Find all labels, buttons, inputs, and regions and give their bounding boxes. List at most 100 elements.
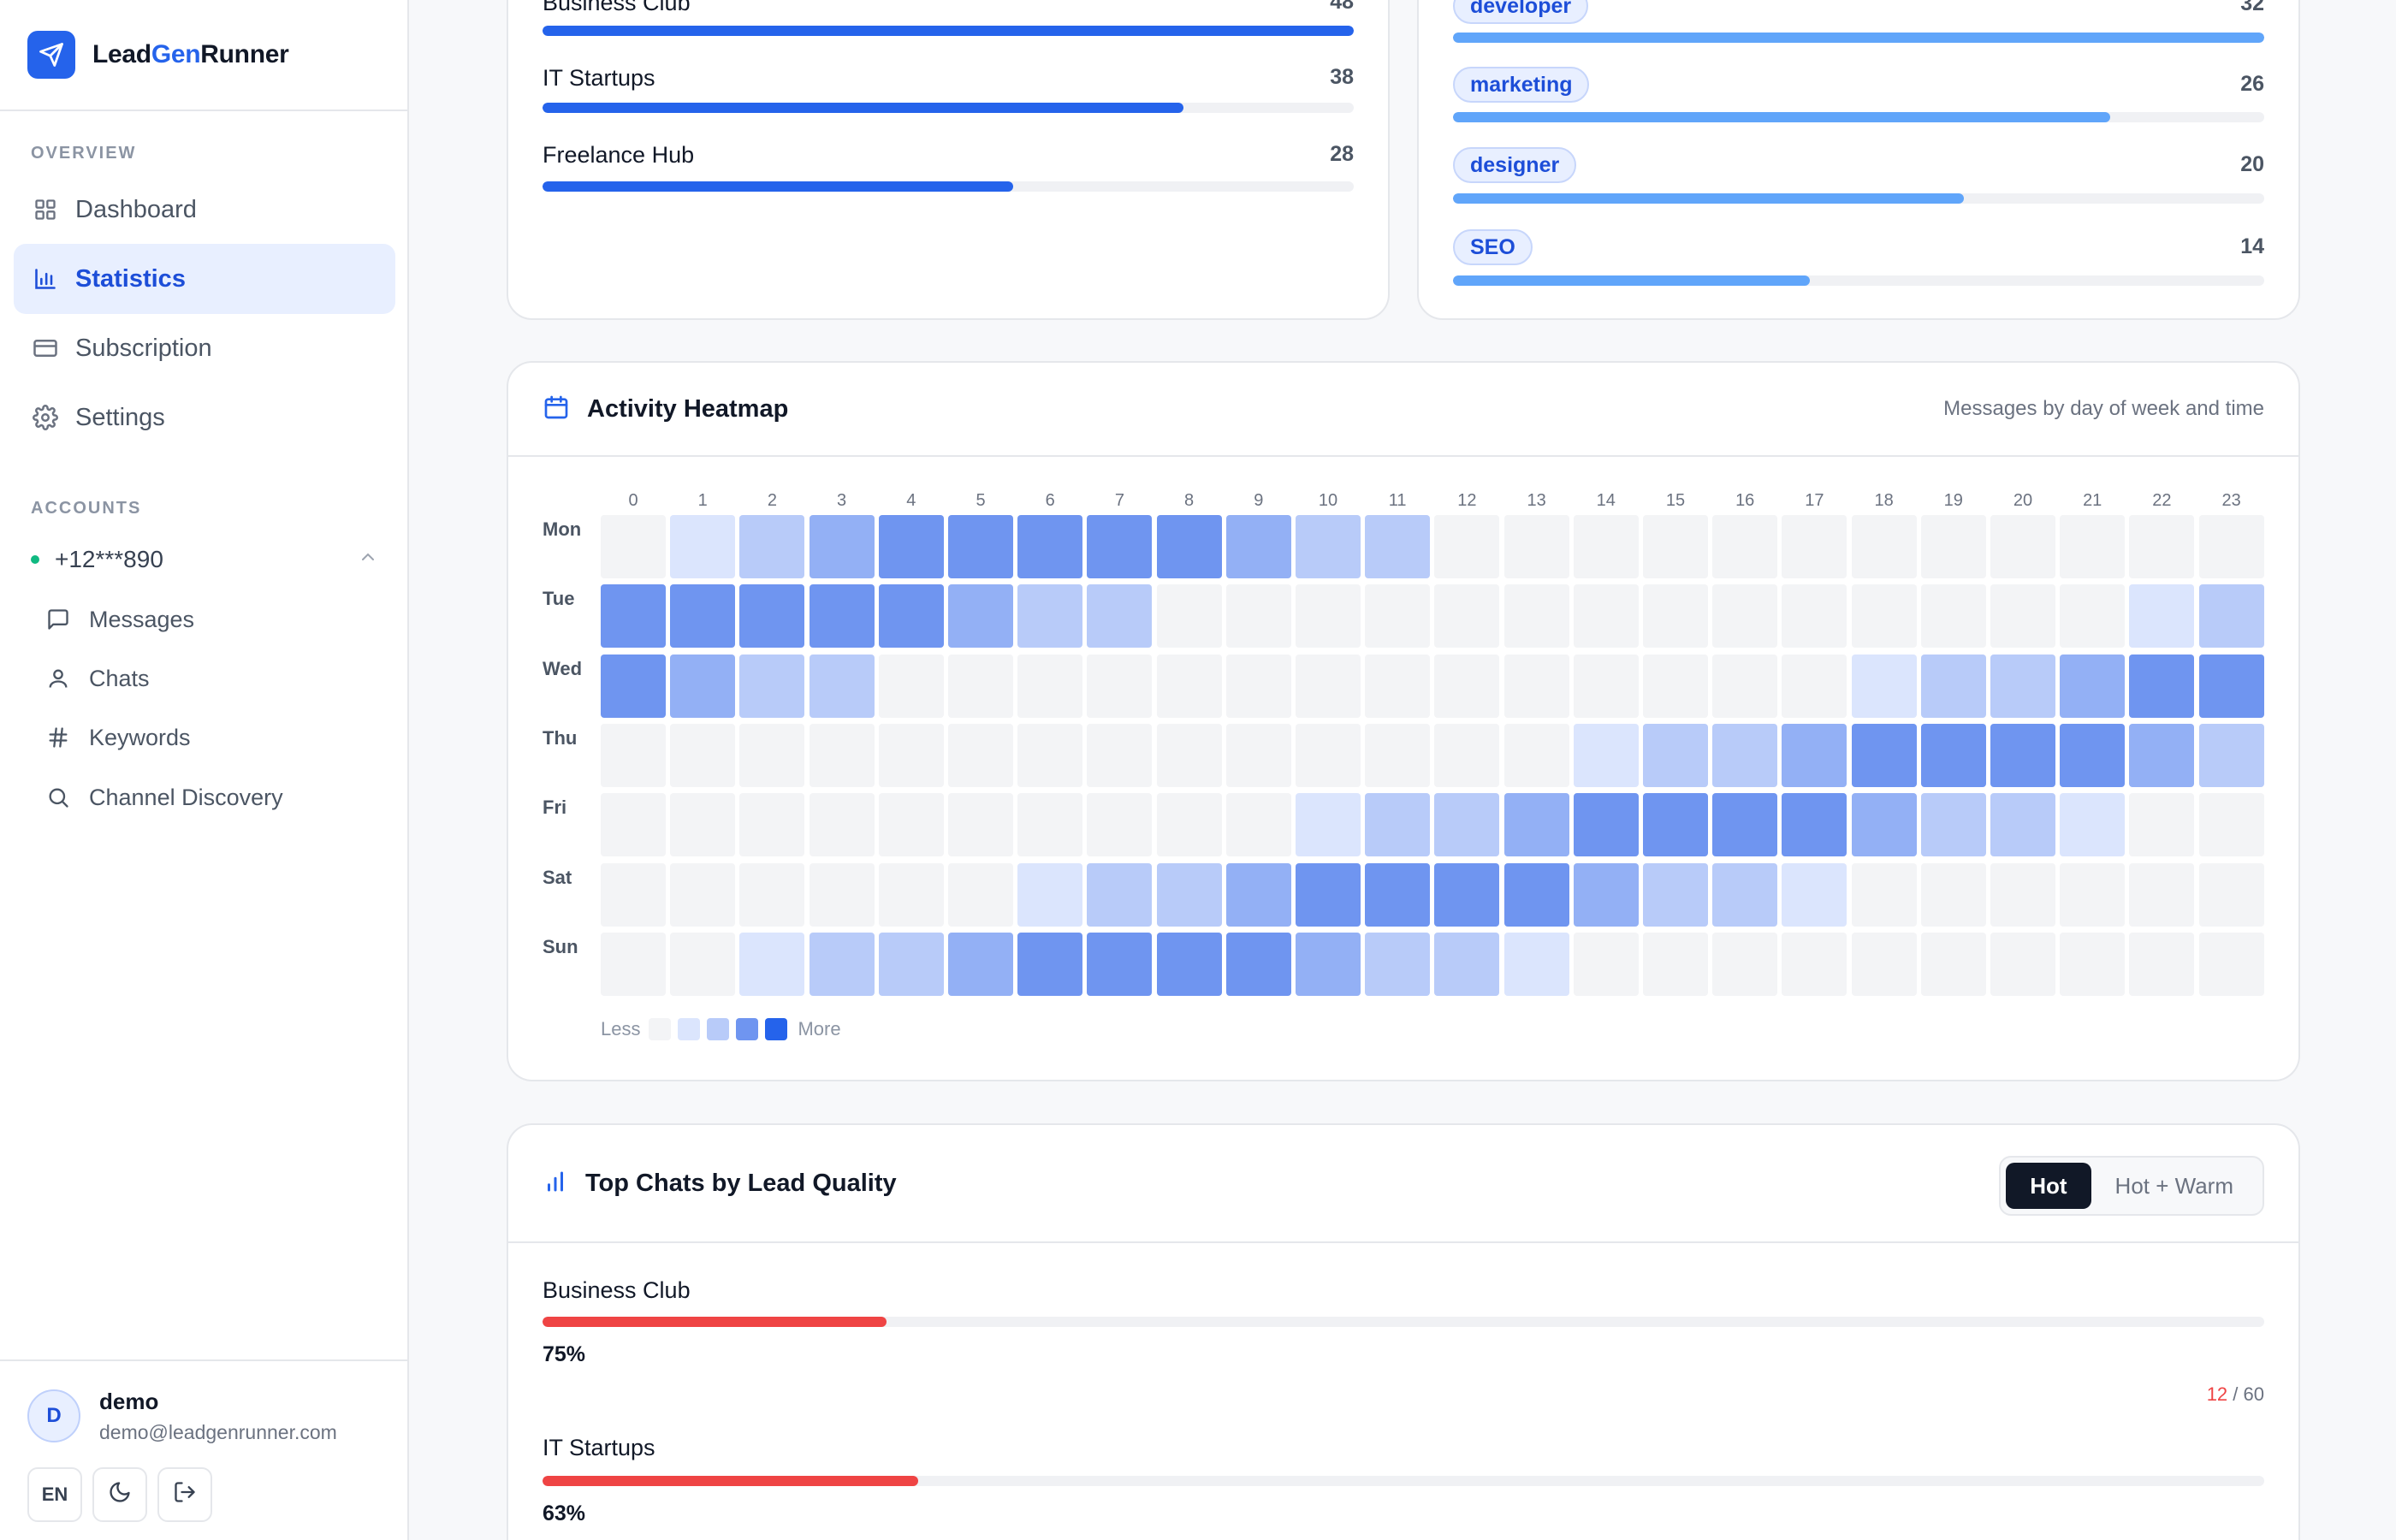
toggle-hot[interactable]: Hot xyxy=(2006,1163,2091,1209)
keyword-chip[interactable]: marketing xyxy=(1453,67,1590,103)
heatmap-cell[interactable] xyxy=(1087,723,1153,787)
heatmap-cell[interactable] xyxy=(1851,723,1917,787)
heatmap-cell[interactable] xyxy=(601,515,666,578)
heatmap-cell[interactable] xyxy=(1296,793,1361,857)
heatmap-cell[interactable] xyxy=(1434,515,1500,578)
heatmap-cell[interactable] xyxy=(1296,862,1361,927)
heatmap-cell[interactable] xyxy=(2060,584,2126,649)
heatmap-cell[interactable] xyxy=(1920,932,1986,996)
heatmap-cell[interactable] xyxy=(601,584,666,649)
heatmap-cell[interactable] xyxy=(1503,723,1569,787)
heatmap-cell[interactable] xyxy=(809,584,875,649)
heatmap-cell[interactable] xyxy=(1712,793,1778,857)
heatmap-cell[interactable] xyxy=(1503,932,1569,996)
sidebar-item-statistics[interactable]: Statistics xyxy=(14,244,395,314)
heatmap-cell[interactable] xyxy=(1573,932,1639,996)
heatmap-cell[interactable] xyxy=(1434,793,1500,857)
heatmap-cell[interactable] xyxy=(1573,584,1639,649)
heatmap-cell[interactable] xyxy=(1225,932,1291,996)
heatmap-cell[interactable] xyxy=(2198,654,2264,718)
heatmap-cell[interactable] xyxy=(739,862,805,927)
heatmap-cell[interactable] xyxy=(878,862,944,927)
heatmap-cell[interactable] xyxy=(1503,793,1569,857)
heatmap-cell[interactable] xyxy=(1851,793,1917,857)
heatmap-cell[interactable] xyxy=(1503,862,1569,927)
heatmap-cell[interactable] xyxy=(1712,932,1778,996)
heatmap-cell[interactable] xyxy=(1990,584,2055,649)
sidebar-item-subscription[interactable]: Subscription xyxy=(14,313,395,383)
heatmap-cell[interactable] xyxy=(809,862,875,927)
heatmap-cell[interactable] xyxy=(1920,723,1986,787)
heatmap-cell[interactable] xyxy=(1225,793,1291,857)
heatmap-cell[interactable] xyxy=(1017,654,1083,718)
sidebar-sub-chats[interactable]: Chats xyxy=(44,657,150,700)
heatmap-cell[interactable] xyxy=(1087,793,1153,857)
heatmap-cell[interactable] xyxy=(878,584,944,649)
heatmap-cell[interactable] xyxy=(739,932,805,996)
heatmap-cell[interactable] xyxy=(1782,793,1847,857)
heatmap-cell[interactable] xyxy=(948,584,1013,649)
heatmap-cell[interactable] xyxy=(1225,515,1291,578)
heatmap-cell[interactable] xyxy=(1225,584,1291,649)
language-button[interactable]: EN xyxy=(27,1467,82,1522)
keyword-chip[interactable]: developer xyxy=(1453,0,1589,24)
heatmap-cell[interactable] xyxy=(1225,654,1291,718)
heatmap-cell[interactable] xyxy=(1851,654,1917,718)
heatmap-cell[interactable] xyxy=(1225,862,1291,927)
heatmap-cell[interactable] xyxy=(1156,515,1222,578)
heatmap-cell[interactable] xyxy=(1156,932,1222,996)
heatmap-cell[interactable] xyxy=(2129,515,2195,578)
heatmap-cell[interactable] xyxy=(1643,515,1708,578)
brand[interactable]: LeadGenRunner xyxy=(0,0,407,111)
heatmap-cell[interactable] xyxy=(1782,932,1847,996)
heatmap-cell[interactable] xyxy=(2198,584,2264,649)
heatmap-cell[interactable] xyxy=(1434,862,1500,927)
heatmap-cell[interactable] xyxy=(601,654,666,718)
heatmap-cell[interactable] xyxy=(739,584,805,649)
heatmap-cell[interactable] xyxy=(1156,654,1222,718)
avatar[interactable]: D xyxy=(27,1389,80,1442)
heatmap-cell[interactable] xyxy=(1573,515,1639,578)
heatmap-cell[interactable] xyxy=(1990,862,2055,927)
heatmap-cell[interactable] xyxy=(1434,723,1500,787)
heatmap-cell[interactable] xyxy=(1643,793,1708,857)
heatmap-cell[interactable] xyxy=(1365,723,1431,787)
heatmap-cell[interactable] xyxy=(1782,723,1847,787)
heatmap-cell[interactable] xyxy=(1920,862,1986,927)
heatmap-cell[interactable] xyxy=(1920,654,1986,718)
heatmap-cell[interactable] xyxy=(1087,654,1153,718)
heatmap-cell[interactable] xyxy=(2060,793,2126,857)
heatmap-cell[interactable] xyxy=(1503,584,1569,649)
heatmap-cell[interactable] xyxy=(2129,584,2195,649)
theme-toggle-button[interactable] xyxy=(92,1467,147,1522)
heatmap-cell[interactable] xyxy=(1712,654,1778,718)
heatmap-cell[interactable] xyxy=(1782,515,1847,578)
sidebar-sub-messages[interactable]: Messages xyxy=(44,598,194,641)
heatmap-cell[interactable] xyxy=(1365,793,1431,857)
heatmap-cell[interactable] xyxy=(878,654,944,718)
heatmap-cell[interactable] xyxy=(1920,515,1986,578)
heatmap-cell[interactable] xyxy=(1365,932,1431,996)
heatmap-cell[interactable] xyxy=(1712,723,1778,787)
sidebar-sub-channel-discovery[interactable]: Channel Discovery xyxy=(44,776,283,819)
heatmap-cell[interactable] xyxy=(1920,584,1986,649)
heatmap-cell[interactable] xyxy=(601,862,666,927)
heatmap-cell[interactable] xyxy=(1643,932,1708,996)
heatmap-cell[interactable] xyxy=(601,932,666,996)
heatmap-cell[interactable] xyxy=(1782,654,1847,718)
heatmap-cell[interactable] xyxy=(948,723,1013,787)
sidebar-sub-keywords[interactable]: Keywords xyxy=(44,716,191,759)
heatmap-cell[interactable] xyxy=(2198,723,2264,787)
heatmap-cell[interactable] xyxy=(1296,515,1361,578)
heatmap-cell[interactable] xyxy=(1920,793,1986,857)
heatmap-cell[interactable] xyxy=(1296,584,1361,649)
heatmap-cell[interactable] xyxy=(1573,793,1639,857)
heatmap-cell[interactable] xyxy=(809,515,875,578)
heatmap-cell[interactable] xyxy=(2060,723,2126,787)
heatmap-cell[interactable] xyxy=(1643,862,1708,927)
heatmap-cell[interactable] xyxy=(1990,793,2055,857)
heatmap-cell[interactable] xyxy=(948,654,1013,718)
toggle-hot-warm[interactable]: Hot + Warm xyxy=(2114,1172,2233,1199)
heatmap-cell[interactable] xyxy=(1365,654,1431,718)
heatmap-cell[interactable] xyxy=(1017,723,1083,787)
